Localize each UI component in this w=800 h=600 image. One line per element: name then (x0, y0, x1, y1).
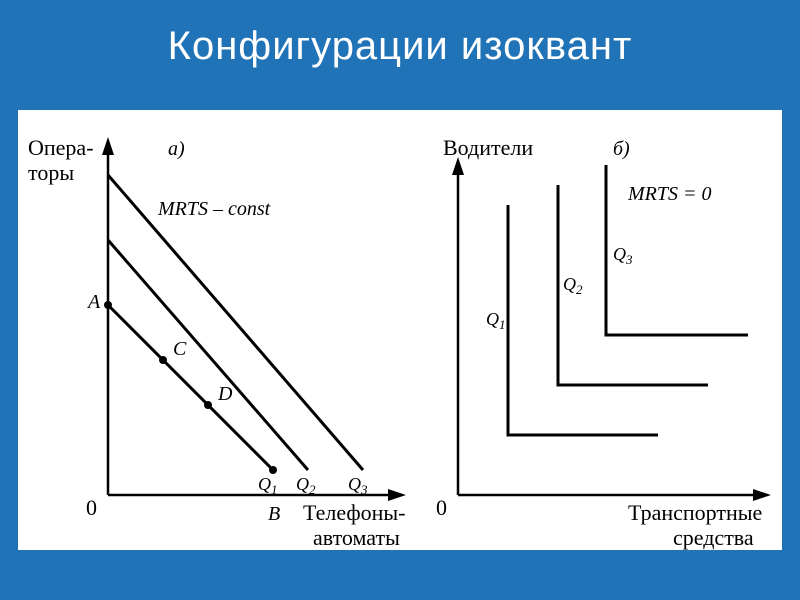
panel-b-q1 (508, 205, 658, 435)
panel-a-label-d: D (217, 383, 233, 405)
panel-b: Водители б) MRTS = 0 0 Q1 Q (436, 135, 771, 550)
panel-b-q3-label: Q3 (613, 244, 633, 267)
panel-a-q1 (108, 305, 273, 470)
panel-b-ylabel: Водители (443, 135, 533, 160)
panel-a-xlabel-1: Телефоны- (303, 500, 406, 525)
panel-a: Опера- торы a) MRTS – const 0 (28, 135, 406, 550)
panel-a-tag: a) (168, 138, 185, 160)
panel-a-point-b (269, 466, 277, 474)
panel-a-point-a (104, 301, 112, 309)
panel-a-point-d (204, 401, 212, 409)
panel-a-mrts: MRTS – const (157, 198, 271, 220)
slide: Конфигурации изоквант Опера- торы a) MRT… (0, 0, 800, 600)
panel-b-origin: 0 (436, 495, 447, 520)
panel-a-ylabel-2: торы (28, 160, 74, 185)
panel-b-q2-label: Q2 (563, 274, 583, 297)
panel-a-q2-label: Q2 (296, 474, 316, 497)
panel-a-ylabel-1: Опера- (28, 135, 94, 160)
panel-a-xlabel-2: автоматы (313, 525, 400, 550)
panel-b-tag: б) (613, 138, 630, 160)
panel-b-mrts: MRTS = 0 (627, 183, 712, 205)
panel-a-q3-label: Q3 (348, 474, 368, 497)
panel-a-label-b: B (268, 503, 280, 525)
panel-b-xlabel-1: Транспортные (628, 500, 762, 525)
panel-a-q2 (108, 240, 308, 470)
panel-a-origin: 0 (86, 495, 97, 520)
panel-a-label-c: C (173, 338, 187, 360)
slide-title: Конфигурации изоквант (0, 0, 800, 69)
panel-b-xlabel-2: средства (673, 525, 754, 550)
charts-svg: Опера- торы a) MRTS – const 0 (18, 110, 782, 550)
panel-a-point-c (159, 356, 167, 364)
panel-a-label-a: A (86, 291, 101, 313)
panel-a-q1-label: Q1 (258, 474, 278, 497)
panel-b-q1-label: Q1 (486, 309, 506, 332)
panel-a-axes (102, 137, 406, 501)
figure-area: Опера- торы a) MRTS – const 0 (18, 110, 782, 550)
